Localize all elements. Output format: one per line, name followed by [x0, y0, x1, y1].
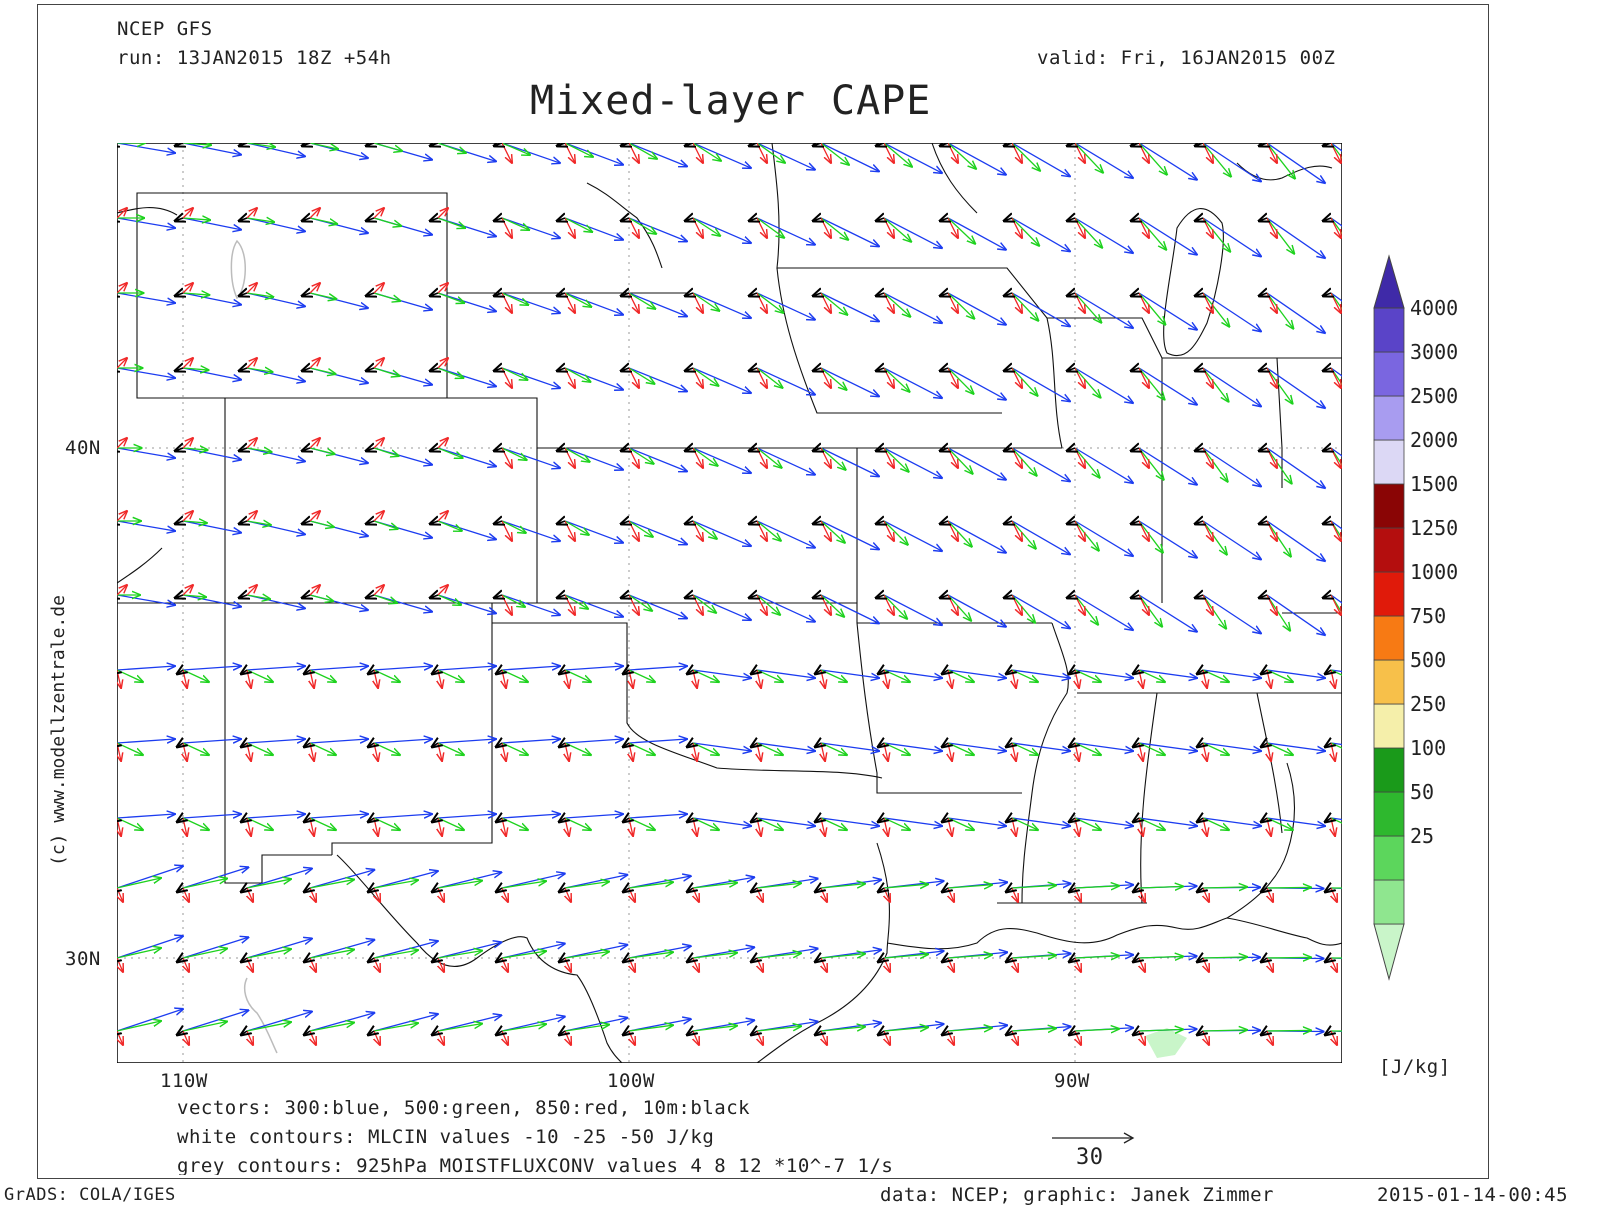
colorbar-segment — [1374, 748, 1404, 792]
cape-colorbar — [1372, 212, 1410, 986]
colorbar-level-label: 100 — [1410, 736, 1446, 760]
model-name: NCEP GFS — [117, 18, 213, 40]
lon-label-90w: 90W — [1054, 1070, 1090, 1092]
colorbar-segment — [1374, 880, 1404, 924]
colorbar-level-label: 25 — [1410, 824, 1434, 848]
colorbar-level-label: 2500 — [1410, 384, 1458, 408]
colorbar-level-label: 1000 — [1410, 560, 1458, 584]
colorbar-level-label: 50 — [1410, 780, 1434, 804]
colorbar-segment — [1374, 484, 1404, 528]
timestamp: 2015-01-14-00:45 — [1377, 1184, 1568, 1206]
colorbar-segment — [1374, 836, 1404, 880]
colorbar-level-label: 4000 — [1410, 296, 1458, 320]
copyright-text: (c) www.modellzentrale.de — [48, 595, 69, 866]
colorbar-segment — [1374, 792, 1404, 836]
colorbar-level-label: 750 — [1410, 604, 1446, 628]
colorbar-level-label: 2000 — [1410, 428, 1458, 452]
lat-label-30n: 30N — [65, 948, 101, 970]
colorbar-segment — [1374, 616, 1404, 660]
data-credit: data: NCEP; graphic: Janek Zimmer — [880, 1184, 1274, 1206]
colorbar-bottom-triangle — [1374, 924, 1404, 979]
wind-vector-green — [1267, 887, 1311, 888]
colorbar-level-label: 1250 — [1410, 516, 1458, 540]
grey-contours-note: grey contours: 925hPa MOISTFLUXCONV valu… — [177, 1155, 893, 1175]
colorbar-level-label: 500 — [1410, 648, 1446, 672]
colorbar-segment — [1374, 396, 1404, 440]
colorbar-top-triangle — [1374, 256, 1404, 308]
grads-credit: GrADS: COLA/IGES — [4, 1185, 176, 1205]
lon-label-100w: 100W — [607, 1070, 655, 1092]
white-contours-note: white contours: MLCIN values -10 -25 -50… — [177, 1126, 714, 1148]
map-title: Mixed-layer CAPE — [530, 78, 931, 124]
colorbar-unit: [J/kg] — [1379, 1056, 1451, 1078]
reference-vector-label: 30 — [1076, 1145, 1104, 1170]
colorbar-level-label: 3000 — [1410, 340, 1458, 364]
vectors-note: vectors: 300:blue, 500:green, 850:red, 1… — [177, 1097, 750, 1119]
lat-label-40n: 40N — [65, 437, 101, 459]
colorbar-level-label: 1500 — [1410, 472, 1458, 496]
colorbar-segment — [1374, 308, 1404, 352]
colorbar-segment — [1374, 660, 1404, 704]
colorbar-segment — [1374, 528, 1404, 572]
lon-label-110w: 110W — [160, 1070, 208, 1092]
wind-vector-green — [1267, 1030, 1311, 1031]
colorbar-segment — [1374, 352, 1404, 396]
colorbar-segment — [1374, 704, 1404, 748]
wind-vector-green — [1267, 957, 1311, 958]
colorbar-segment — [1374, 572, 1404, 616]
colorbar-level-label: 250 — [1410, 692, 1446, 716]
run-info: run: 13JAN2015 18Z +54h — [117, 47, 392, 69]
weather-map — [117, 143, 1342, 1063]
colorbar-segment — [1374, 440, 1404, 484]
valid-time: valid: Fri, 16JAN2015 00Z — [1037, 47, 1335, 69]
colorbar-svg — [1372, 212, 1410, 982]
